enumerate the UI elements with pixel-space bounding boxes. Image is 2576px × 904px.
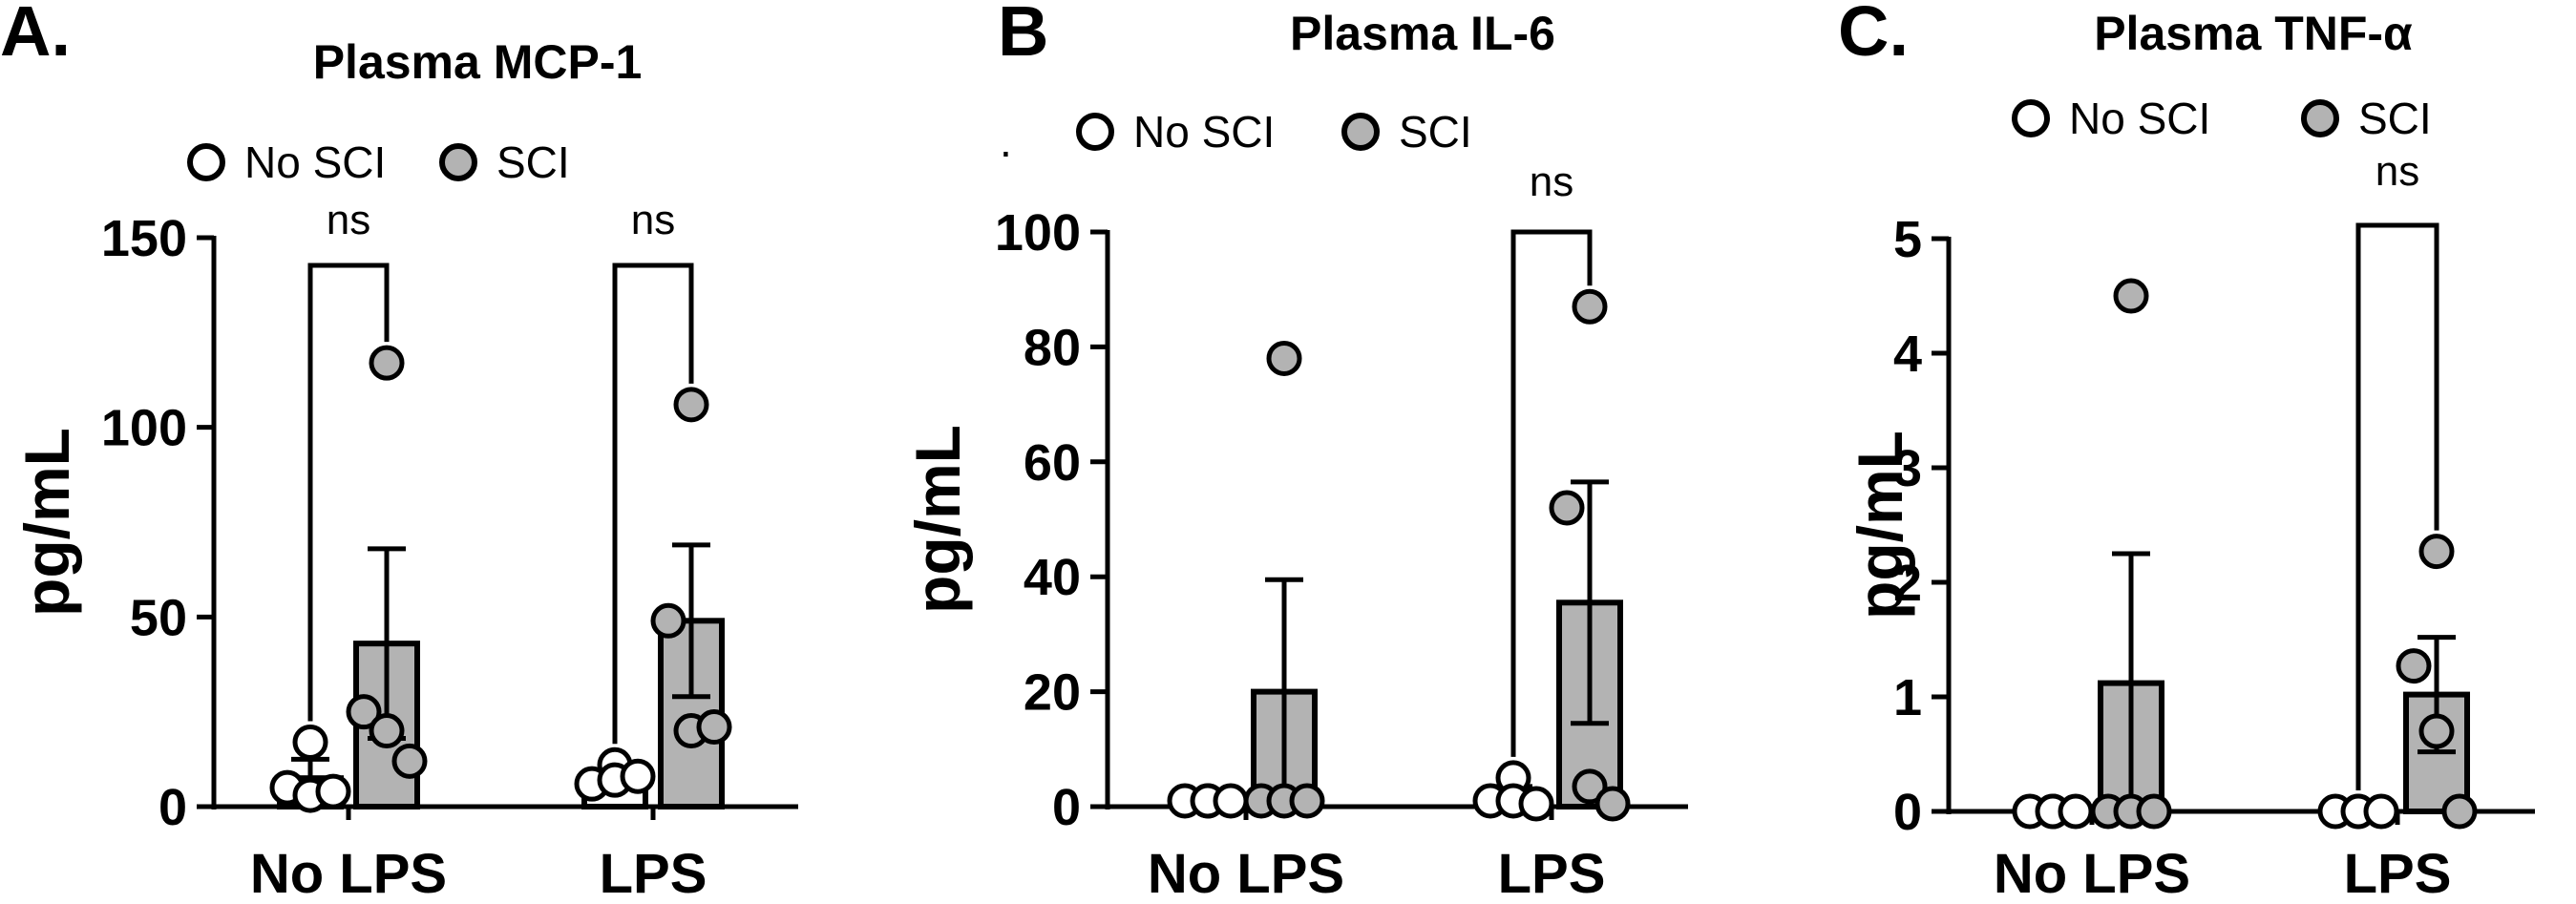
y-tick-label: 0 [1893,784,1922,841]
legend-label-no-sci: No SCI [1133,107,1275,157]
legend-marker-no-sci [2012,99,2050,137]
data-point-sci [2113,278,2149,314]
significance-bracket [1510,229,1593,757]
data-point-sci [1572,288,1608,325]
data-point-no-sci [2363,793,2399,830]
significance-bracket [2355,222,2439,790]
panel-1: A. Plasma MCP-1No SCI SCIpg/mL050100150No … [0,0,798,904]
legend-label-sci: SCI [2358,94,2432,143]
y-tick-label: 80 [1024,319,1081,376]
y-axis-title: pg/mL [1845,431,1915,620]
data-point-sci [1549,490,1585,526]
significance-bracket [612,263,694,745]
data-point-sci [650,602,686,639]
significance-label: ns [1530,158,1573,205]
data-point-sci [391,743,428,779]
y-tick-label: 50 [130,589,187,646]
y-tick-label: 100 [995,204,1081,262]
y-tick-label: 40 [1024,549,1081,606]
y-tick-label: 1 [1893,669,1922,726]
data-point-no-sci [315,773,351,809]
category-label: No LPS [1994,843,2190,904]
category-label: LPS [2344,843,2452,904]
data-point-sci [346,694,382,730]
panel-letter: B [998,0,1048,71]
legend-label-no-sci: No SCI [2069,94,2210,143]
legend-marker-sci [2301,99,2339,137]
data-point-sci [696,709,732,746]
y-tick-label: 100 [101,400,187,457]
data-point-sci [1289,783,1325,819]
data-point-sci [2136,793,2172,830]
legend: . No SCI SCI [1000,107,1472,166]
legend-label-no-sci: No SCI [244,137,386,187]
legend-label-sci: SCI [1399,107,1472,157]
significance-label: ns [631,197,675,243]
data-point-sci [2418,534,2455,570]
panel-2: B Plasma IL-6. No SCI SCI pg/mL 0 20 40 60 80 100 N… [902,0,1688,904]
y-tick-label: 150 [101,210,187,267]
legend-marker-no-sci [1076,113,1114,151]
chart-title: Plasma IL-6 [1290,7,1555,60]
data-point-sci [369,713,405,749]
y-tick-label: 20 [1024,664,1081,722]
data-point-no-sci [292,724,328,760]
category-label: LPS [600,843,707,904]
data-point-sci [2441,793,2478,830]
significance-bracket [307,263,390,722]
y-tick-label: 0 [1052,779,1081,836]
category-label: No LPS [1148,843,1344,904]
chart-title: Plasma MCP-1 [313,35,643,89]
y-axis-title: pg/mL [11,428,82,617]
y-tick-label: 2 [1893,555,1922,612]
category-label: LPS [1498,843,1606,904]
significance-label: ns [327,197,370,243]
legend-label-sci: SCI [496,137,570,187]
y-tick-label: 4 [1893,326,1922,383]
chart-title: Plasma TNF-α [2094,7,2413,60]
data-point-no-sci [620,758,656,794]
legend: No SCI SCI [187,137,570,187]
y-tick-label: 3 [1893,440,1922,497]
data-point-no-sci [1213,783,1249,819]
category-label: No LPS [250,843,447,904]
data-point-sci [673,387,709,423]
data-point-sci [1266,340,1302,376]
data-point-sci [2396,648,2432,684]
data-point-sci [369,345,405,381]
panel-3: C. Plasma TNF-α No SCI SCI pg/mL 0 1 2 3 4 5 No LPS… [1838,0,2535,904]
data-point-sci [1572,768,1608,805]
data-point-sci [1594,786,1631,822]
y-tick-label: 0 [158,779,187,836]
y-tick-label: 60 [1024,434,1081,492]
data-point-no-sci [1518,786,1554,822]
legend-marker-sci [1341,113,1380,151]
legend-marker-no-sci [187,143,225,181]
legend: No SCI SCI [2012,94,2432,143]
panel-letter: A. [0,0,71,71]
legend-prefix: . [1000,116,1012,166]
data-point-no-sci [2058,793,2094,830]
y-tick-label: 5 [1893,211,1922,268]
y-axis-title: pg/mL [902,425,973,614]
significance-label: ns [2375,148,2419,195]
data-point-sci [2418,713,2455,749]
legend-marker-sci [439,143,477,181]
panel-letter: C. [1838,0,1909,71]
